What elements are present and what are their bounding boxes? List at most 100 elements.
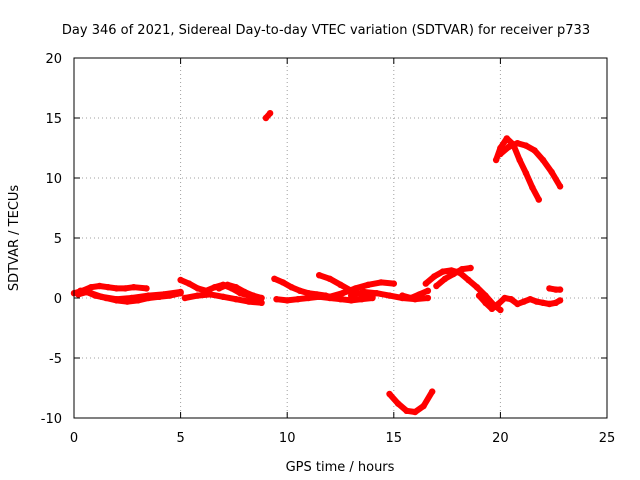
data-point — [539, 299, 547, 306]
data-point — [337, 296, 344, 303]
data-point — [224, 281, 231, 288]
data-point — [495, 300, 502, 308]
data-point — [411, 408, 419, 416]
data-point — [527, 296, 534, 303]
data-point — [194, 292, 201, 299]
data-point — [258, 299, 265, 306]
data-point — [316, 293, 323, 300]
data-point — [194, 285, 201, 292]
data-point — [507, 296, 515, 303]
data-point — [386, 390, 393, 398]
data-point — [215, 285, 223, 292]
data-point — [305, 290, 312, 297]
data-point — [520, 298, 528, 305]
data-point — [556, 297, 564, 304]
data-point — [420, 402, 427, 410]
data-point — [104, 284, 112, 291]
data-point — [556, 183, 564, 190]
data-point — [220, 293, 227, 300]
data-point — [352, 285, 359, 292]
data-point — [386, 292, 393, 299]
data-point — [262, 114, 270, 122]
plot-border — [73, 57, 608, 419]
data-point — [546, 300, 553, 308]
data-point — [348, 292, 355, 299]
data-point — [399, 292, 406, 299]
data-point — [241, 288, 248, 296]
data-point — [177, 288, 184, 296]
data-point — [288, 284, 295, 291]
data-point — [87, 290, 95, 297]
data-point — [207, 291, 214, 298]
data-point — [422, 280, 429, 287]
data-point — [390, 280, 397, 287]
data-point — [348, 297, 355, 304]
data-point — [403, 407, 410, 414]
data-point — [273, 296, 280, 303]
y-tick-label: -5 — [49, 352, 62, 367]
data-point — [522, 170, 530, 177]
grid-lines — [74, 58, 607, 418]
data-point — [266, 110, 274, 117]
data-point — [546, 285, 553, 292]
data-point — [503, 135, 510, 142]
data-point — [96, 282, 103, 290]
x-tick-label: 15 — [386, 431, 403, 446]
y-tick-label: 5 — [54, 232, 62, 247]
data-point — [465, 276, 472, 284]
data-point — [87, 284, 95, 291]
data-point — [439, 268, 446, 275]
series-arc-9 — [273, 293, 376, 304]
data-point — [279, 279, 287, 286]
data-point — [531, 147, 538, 154]
chart-title: Day 346 of 2021, Sidereal Day-to-day VTE… — [62, 23, 590, 38]
y-tick-label: 20 — [45, 52, 62, 67]
data-point — [145, 292, 152, 299]
data-point — [305, 294, 312, 302]
data-point — [431, 273, 438, 280]
data-point — [394, 400, 402, 407]
data-point — [128, 294, 135, 302]
data-point — [522, 142, 530, 149]
data-point — [467, 264, 474, 272]
data-point — [245, 298, 252, 305]
data-point — [514, 140, 521, 147]
data-point — [441, 275, 449, 282]
series-arc-13 — [399, 287, 431, 301]
data-point — [160, 291, 167, 298]
axis-ticks: 0 5 10 15 20 25 -10 -5 0 5 10 15 20 — [41, 52, 616, 446]
data-point — [505, 143, 513, 150]
data-point — [529, 184, 536, 191]
y-tick-label: 0 — [54, 292, 62, 307]
data-point — [337, 281, 344, 288]
data-point — [296, 287, 304, 294]
data-point — [514, 300, 521, 308]
y-tick-label: 10 — [45, 172, 62, 187]
data-point — [488, 305, 496, 312]
y-tick-label: -10 — [41, 412, 62, 427]
data-point — [497, 306, 504, 314]
data-point — [556, 286, 564, 293]
data-point — [271, 275, 278, 282]
data-point — [429, 388, 436, 395]
data-point — [284, 297, 291, 304]
y-tick-label: 15 — [45, 112, 62, 127]
data-point — [232, 296, 240, 303]
data-point — [98, 293, 105, 300]
data-point — [316, 272, 323, 279]
data-point — [130, 284, 137, 291]
data-point — [258, 294, 265, 302]
data-point — [475, 292, 483, 299]
data-point — [185, 280, 193, 287]
data-point — [516, 156, 523, 164]
y-axis-label: SDTVAR / TECUs — [7, 185, 22, 292]
data-point — [416, 291, 423, 298]
data-point — [424, 294, 432, 302]
data-point — [407, 294, 415, 302]
data-point — [501, 294, 508, 302]
data-point — [177, 276, 184, 284]
data-point — [473, 284, 481, 291]
data-point — [360, 288, 368, 296]
x-tick-label: 0 — [70, 431, 78, 446]
